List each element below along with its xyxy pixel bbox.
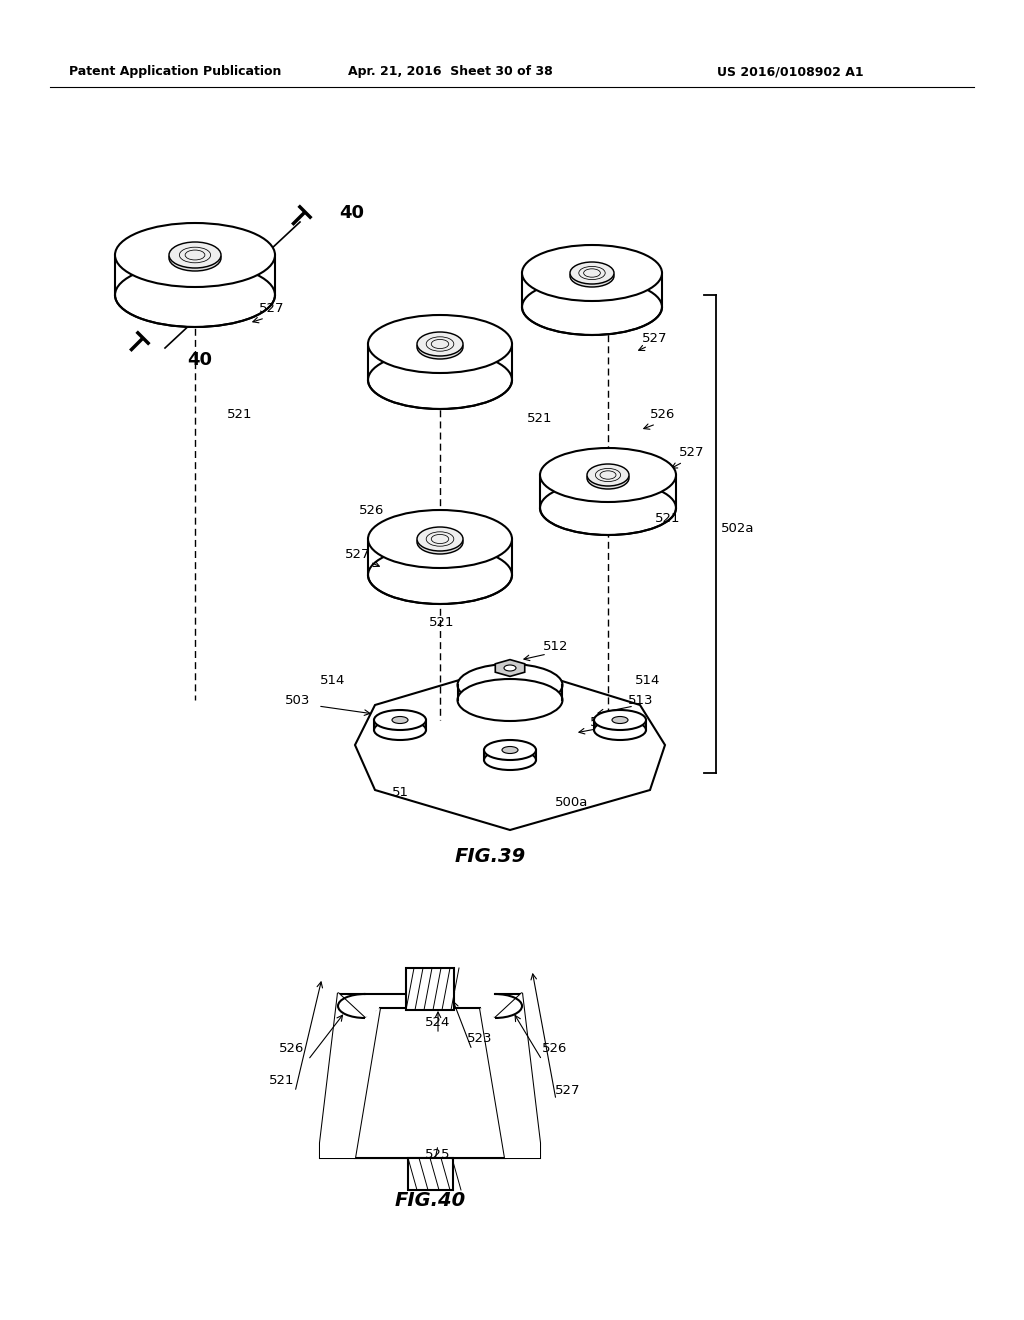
Bar <box>406 968 454 1010</box>
Text: 521: 521 <box>269 1073 295 1086</box>
Ellipse shape <box>417 527 463 550</box>
Text: 521: 521 <box>429 615 455 628</box>
Text: 527: 527 <box>679 446 705 459</box>
Ellipse shape <box>502 747 518 754</box>
Text: 526: 526 <box>650 408 676 421</box>
Text: 526: 526 <box>543 1041 567 1055</box>
Ellipse shape <box>587 467 629 488</box>
Text: 511: 511 <box>590 717 615 730</box>
Text: 500a: 500a <box>555 796 589 809</box>
Text: 527: 527 <box>642 331 668 345</box>
Polygon shape <box>355 1008 505 1158</box>
Ellipse shape <box>484 741 536 760</box>
Ellipse shape <box>169 246 221 271</box>
Ellipse shape <box>368 315 512 374</box>
Ellipse shape <box>587 465 629 486</box>
Ellipse shape <box>374 710 426 730</box>
Ellipse shape <box>540 447 676 502</box>
Ellipse shape <box>594 710 646 730</box>
Ellipse shape <box>570 261 614 284</box>
Ellipse shape <box>594 719 646 741</box>
Text: 514: 514 <box>321 673 346 686</box>
Text: Apr. 21, 2016  Sheet 30 of 38: Apr. 21, 2016 Sheet 30 of 38 <box>347 66 552 78</box>
Text: Patent Application Publication: Patent Application Publication <box>69 66 282 78</box>
Ellipse shape <box>115 223 275 286</box>
Text: 503: 503 <box>286 693 310 706</box>
Ellipse shape <box>458 678 562 721</box>
Polygon shape <box>319 993 380 1158</box>
Text: 513: 513 <box>629 693 653 706</box>
Ellipse shape <box>417 333 463 356</box>
Text: 521: 521 <box>655 511 681 524</box>
Ellipse shape <box>417 531 463 554</box>
Text: 526: 526 <box>359 503 385 516</box>
Ellipse shape <box>458 664 562 706</box>
Ellipse shape <box>368 351 512 409</box>
Text: 526: 526 <box>280 1041 305 1055</box>
Ellipse shape <box>417 335 463 359</box>
Ellipse shape <box>169 242 221 268</box>
Polygon shape <box>480 993 540 1158</box>
Text: 514: 514 <box>635 673 660 686</box>
Text: 526: 526 <box>145 243 171 256</box>
Polygon shape <box>319 993 540 1158</box>
Ellipse shape <box>368 546 512 605</box>
Polygon shape <box>496 660 524 676</box>
Ellipse shape <box>115 263 275 327</box>
Ellipse shape <box>522 279 662 335</box>
Text: 502a: 502a <box>721 521 755 535</box>
Text: 527: 527 <box>259 301 285 314</box>
Ellipse shape <box>374 719 426 741</box>
Text: 525: 525 <box>425 1148 451 1162</box>
Text: 521: 521 <box>527 412 553 425</box>
Text: 527: 527 <box>345 549 371 561</box>
Ellipse shape <box>570 265 614 286</box>
Text: FIG.39: FIG.39 <box>455 847 525 866</box>
Ellipse shape <box>612 717 628 723</box>
Text: 40: 40 <box>340 205 365 222</box>
Ellipse shape <box>504 665 516 671</box>
Text: FIG.40: FIG.40 <box>394 1191 466 1209</box>
Text: 523: 523 <box>467 1031 493 1044</box>
Text: US 2016/0108902 A1: US 2016/0108902 A1 <box>717 66 863 78</box>
Text: 524: 524 <box>425 1015 451 1028</box>
Text: 527: 527 <box>555 1084 581 1097</box>
Ellipse shape <box>540 480 676 535</box>
Text: 51: 51 <box>391 787 409 800</box>
Ellipse shape <box>392 717 408 723</box>
Ellipse shape <box>522 246 662 301</box>
Text: 512: 512 <box>544 639 568 652</box>
Text: 40: 40 <box>187 351 213 370</box>
Polygon shape <box>355 665 665 830</box>
Bar <box>408 1158 453 1191</box>
Ellipse shape <box>368 510 512 568</box>
Ellipse shape <box>484 750 536 770</box>
Text: 526: 526 <box>553 261 579 275</box>
Text: 521: 521 <box>227 408 253 421</box>
